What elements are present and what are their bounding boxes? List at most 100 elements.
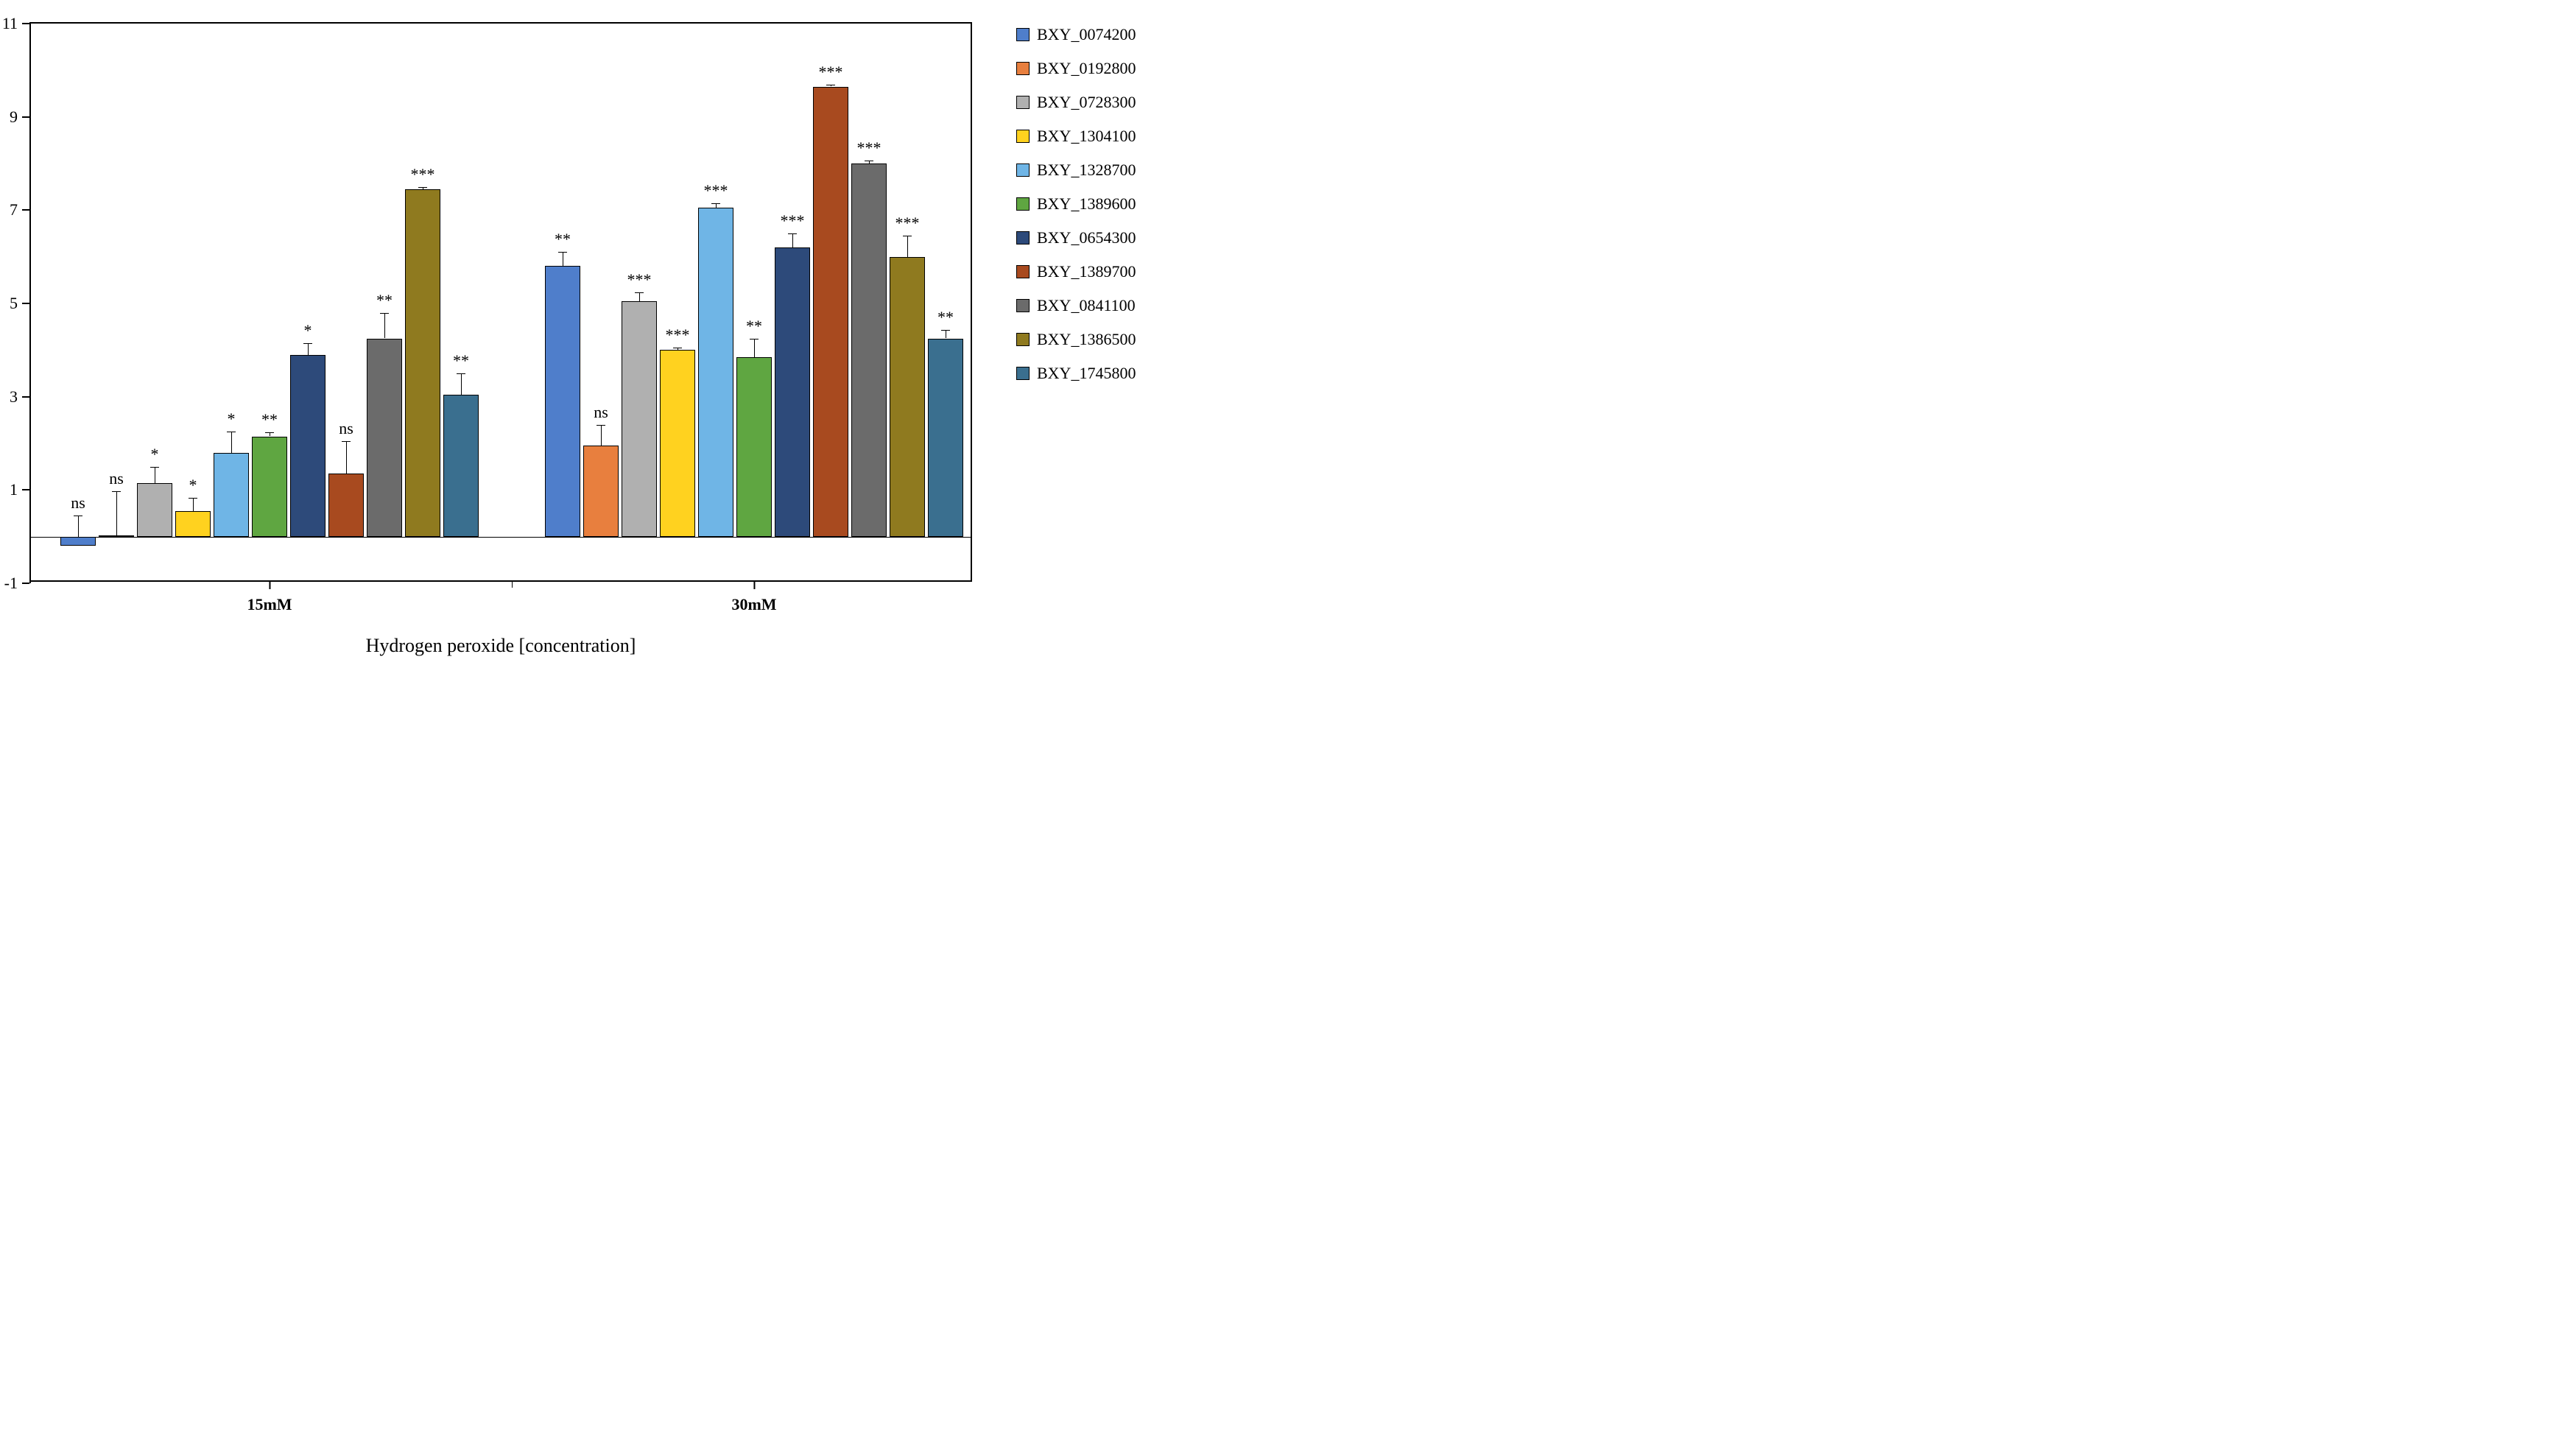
y-tick-mark — [22, 23, 29, 24]
significance-label: ** — [261, 410, 278, 429]
zero-line — [29, 537, 971, 538]
bar — [214, 453, 249, 537]
y-tick-mark — [22, 303, 29, 304]
legend-item: BXY_1328700 — [1016, 161, 1136, 180]
bar — [175, 511, 211, 537]
legend-label: BXY_0841100 — [1037, 296, 1136, 315]
legend-item: BXY_0192800 — [1016, 59, 1136, 78]
significance-label: *** — [627, 270, 652, 289]
y-tick-label: -1 — [0, 574, 18, 593]
bar — [775, 247, 810, 537]
legend-swatch — [1016, 130, 1030, 143]
bar — [583, 446, 619, 537]
significance-label: ns — [109, 469, 124, 488]
significance-label: ** — [453, 351, 469, 370]
significance-label: * — [151, 445, 159, 464]
bar — [405, 189, 440, 537]
legend-swatch — [1016, 163, 1030, 177]
significance-label: ** — [937, 308, 954, 327]
bar — [290, 355, 325, 537]
legend-label: BXY_0192800 — [1037, 59, 1136, 78]
y-tick-mark — [22, 209, 29, 211]
y-tick-label: 9 — [0, 108, 18, 127]
y-tick: 5 — [0, 294, 29, 313]
x-tick: 30mM — [731, 582, 776, 614]
significance-label: * — [228, 409, 236, 429]
significance-label: *** — [895, 214, 920, 233]
significance-label: ** — [555, 230, 571, 249]
legend-swatch — [1016, 299, 1030, 312]
y-axis-line — [29, 24, 31, 583]
bar — [851, 163, 887, 537]
legend-label: BXY_1386500 — [1037, 330, 1136, 349]
y-tick: 1 — [0, 480, 29, 499]
legend-swatch — [1016, 231, 1030, 244]
legend-label: BXY_1328700 — [1037, 161, 1136, 180]
y-tick: 9 — [0, 108, 29, 127]
chart-area: Relative gene expression (log2) -1135791… — [29, 22, 972, 657]
legend-swatch — [1016, 28, 1030, 41]
legend-item: BXY_1389600 — [1016, 194, 1136, 214]
y-tick: 11 — [0, 14, 29, 33]
legend-item: BXY_0074200 — [1016, 25, 1136, 44]
legend-label: BXY_0654300 — [1037, 228, 1136, 247]
bar — [137, 483, 172, 537]
bar — [443, 395, 479, 537]
x-tick-label: 15mM — [247, 595, 292, 614]
y-tick-label: 11 — [0, 14, 18, 33]
bar — [328, 474, 364, 537]
y-tick-label: 7 — [0, 200, 18, 219]
legend-swatch — [1016, 96, 1030, 109]
plot-area: -11357911nsns******ns*******15mM**ns****… — [29, 22, 972, 582]
significance-label: ** — [376, 291, 393, 310]
legend-item: BXY_0654300 — [1016, 228, 1136, 247]
x-tick: 15mM — [247, 582, 292, 614]
legend-swatch — [1016, 265, 1030, 278]
y-tick: 7 — [0, 200, 29, 219]
legend-label: BXY_1389600 — [1037, 194, 1136, 214]
significance-label: ns — [594, 403, 608, 422]
legend: BXY_0074200 BXY_0192800 BXY_0728300 BXY_130… — [1016, 22, 1136, 398]
y-tick-mark — [22, 489, 29, 490]
y-tick-label: 3 — [0, 387, 18, 407]
significance-label: ns — [71, 493, 85, 513]
legend-swatch — [1016, 333, 1030, 346]
bar — [660, 350, 695, 536]
legend-label: BXY_1745800 — [1037, 364, 1136, 383]
legend-item: BXY_1745800 — [1016, 364, 1136, 383]
legend-item: BXY_1304100 — [1016, 127, 1136, 146]
x-axis-title: Hydrogen peroxide [concentration] — [29, 635, 972, 657]
x-tick-mark — [753, 582, 755, 589]
significance-label: * — [304, 321, 312, 340]
legend-item: BXY_1386500 — [1016, 330, 1136, 349]
bar — [813, 87, 848, 537]
y-tick: -1 — [0, 574, 29, 593]
significance-label: *** — [857, 138, 881, 158]
bar — [252, 437, 287, 537]
legend-item: BXY_0841100 — [1016, 296, 1136, 315]
significance-label: *** — [819, 63, 843, 82]
x-tick-mark — [269, 582, 270, 589]
bar — [698, 208, 733, 537]
legend-swatch — [1016, 367, 1030, 380]
bar — [736, 357, 772, 537]
y-tick-mark — [22, 583, 29, 584]
x-tick-label: 30mM — [731, 595, 776, 614]
bar — [545, 266, 580, 536]
legend-label: BXY_1304100 — [1037, 127, 1136, 146]
bar — [99, 535, 134, 537]
legend-label: BXY_0728300 — [1037, 93, 1136, 112]
bar — [890, 257, 925, 537]
legend-label: BXY_0074200 — [1037, 25, 1136, 44]
legend-swatch — [1016, 197, 1030, 211]
legend-item: BXY_0728300 — [1016, 93, 1136, 112]
significance-label: *** — [704, 181, 728, 200]
y-tick-mark — [22, 396, 29, 398]
bar — [622, 301, 657, 537]
figure: Relative gene expression (log2) -1135791… — [0, 0, 2576, 672]
y-tick-label: 5 — [0, 294, 18, 313]
legend-label: BXY_1389700 — [1037, 262, 1136, 281]
significance-label: * — [189, 476, 197, 495]
bar — [60, 537, 96, 546]
significance-label: ** — [746, 317, 762, 336]
